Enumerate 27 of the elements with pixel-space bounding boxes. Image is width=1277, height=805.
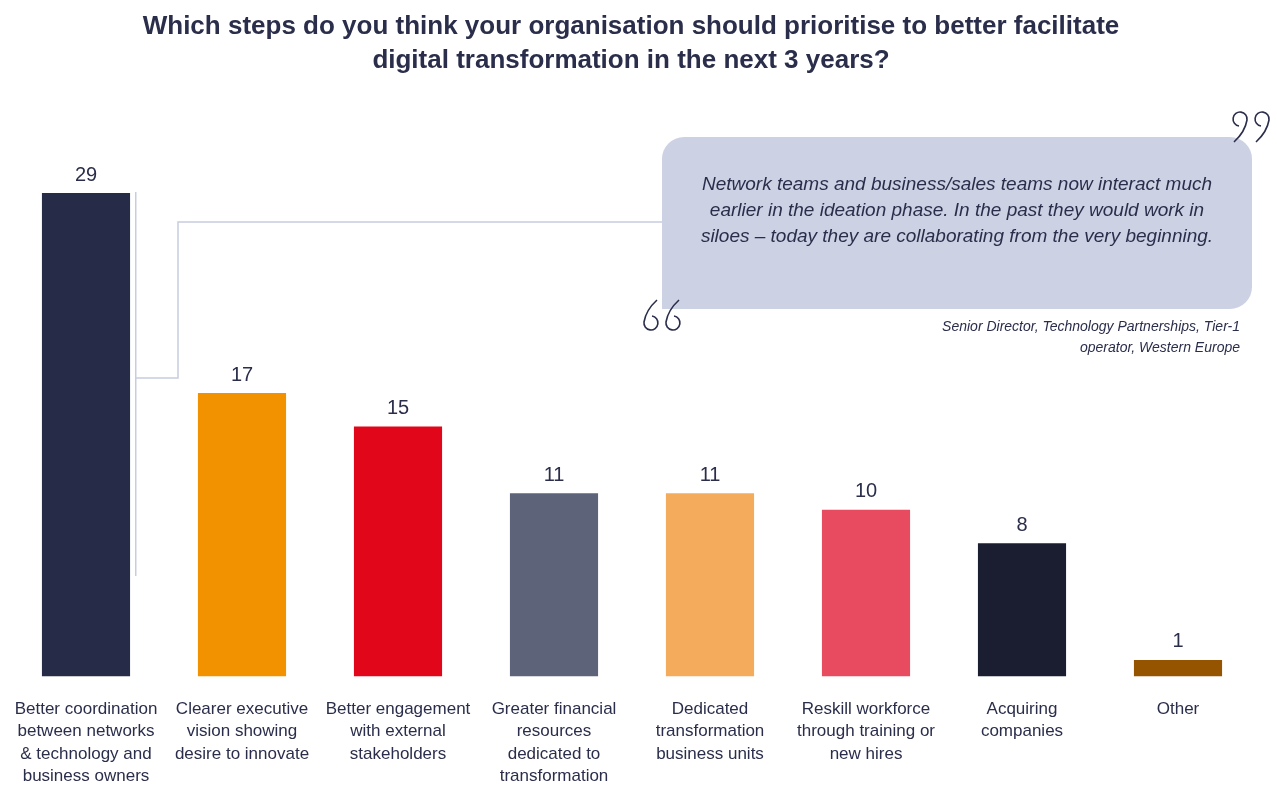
x-tick-label: Clearer executive vision showing desire to innovate <box>174 699 310 763</box>
x-tick-label: Greater financial resources dedicated to transformation <box>491 699 617 785</box>
data-label: 10 <box>854 479 878 502</box>
bar <box>977 543 1067 677</box>
annotation: Senior Director, Technology Partnerships, Tier-1 operator, Western Europe <box>941 317 1240 357</box>
data-label: 11 <box>699 462 721 485</box>
x-tick-label: Other <box>1156 699 1200 719</box>
data-label: 1 <box>1172 629 1184 652</box>
bar <box>509 493 599 677</box>
bar <box>665 493 755 677</box>
x-tick-label: Dedicated transformation business units <box>655 699 765 763</box>
bar <box>41 193 131 677</box>
x-tick-label: Reskill workforce through training or new hires <box>797 699 936 763</box>
data-label: 11 <box>543 462 565 485</box>
data-label: 17 <box>230 362 254 385</box>
x-tick-label: Acquiring companies <box>980 699 1064 741</box>
bar <box>197 393 287 677</box>
chart-title: Which steps do you think your organisation should prioritise to better facilitate digital transformation in the next 3 years? <box>141 9 1121 76</box>
x-tick-label: Better coordination between networks & technology and business owners <box>14 699 158 785</box>
speech-bubble: Network teams and business/sales teams now interact much earlier in the ideation phase. In the past they would work in siloes – today they are collaborating from the very beginning. <box>662 137 1252 309</box>
bar <box>353 426 443 677</box>
data-label: 29 <box>74 162 98 185</box>
data-label: 15 <box>386 395 410 418</box>
x-tick-label: Better engagement with external stakeholders <box>325 699 471 763</box>
bar <box>1133 659 1223 677</box>
bar <box>821 509 911 677</box>
data-label: 8 <box>1016 512 1028 535</box>
